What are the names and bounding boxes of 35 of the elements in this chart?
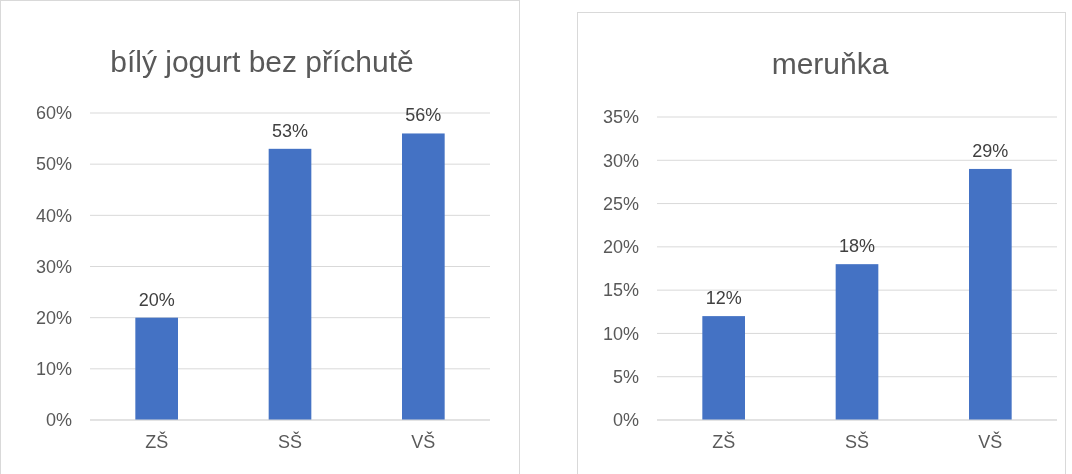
bar [268,148,312,420]
y-tick-label: 10% [602,323,639,344]
bar [702,316,745,420]
x-tick-label: ZŠ [145,431,169,452]
x-tick-label: ZŠ [712,431,736,452]
bar [969,168,1012,420]
x-tick-label: SŠ [844,431,870,452]
data-label: 53% [271,120,309,141]
bar [402,133,445,420]
bar [135,317,178,420]
y-tick-label: 5% [612,367,639,388]
data-label: 18% [838,236,876,257]
x-tick-label: VŠ [978,431,1003,452]
y-tick-label: 60% [35,103,72,124]
y-tick-label: 35% [602,107,639,128]
y-tick-label: 0% [612,410,639,431]
x-tick-label: SŠ [277,431,303,452]
data-label: 12% [705,288,742,309]
data-label: 56% [405,105,442,126]
y-tick-label: 25% [602,193,639,214]
y-tick-label: 40% [35,205,72,226]
chart-title: meruňka [771,47,889,80]
bar [835,264,879,420]
x-tick-label: VŠ [411,431,436,452]
y-tick-label: 10% [35,359,72,380]
y-tick-label: 20% [35,307,72,328]
y-tick-label: 20% [602,237,639,258]
chart-title: bílý jogurt bez příchutě [110,45,414,78]
y-tick-label: 30% [602,150,639,171]
data-label: 29% [972,140,1009,161]
y-tick-label: 0% [45,410,72,431]
y-tick-label: 15% [602,280,639,301]
data-label: 20% [138,289,175,310]
y-tick-label: 30% [35,256,72,277]
y-tick-label: 50% [35,154,72,175]
